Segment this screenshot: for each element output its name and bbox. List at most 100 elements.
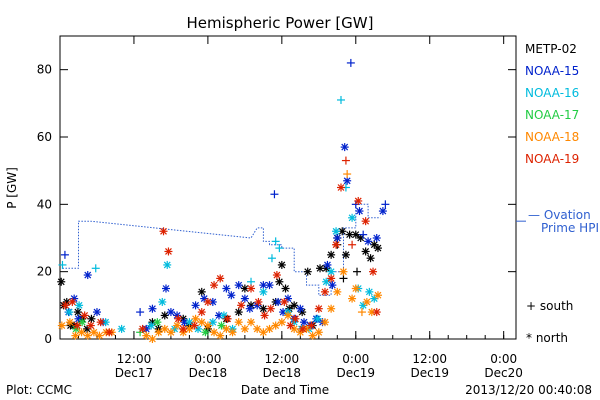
north-point — [332, 227, 341, 236]
south-point — [381, 200, 390, 209]
north-point — [259, 287, 268, 296]
north-point — [166, 328, 175, 337]
north-point — [340, 143, 349, 152]
north-point — [320, 287, 329, 296]
south-point — [60, 250, 69, 259]
north-point — [160, 324, 169, 333]
north-point — [280, 297, 289, 306]
north-point — [343, 176, 352, 185]
north-point — [362, 297, 371, 306]
x-tick-date: Dec19 — [410, 366, 449, 380]
north-point — [333, 234, 342, 242]
north-point — [290, 301, 299, 310]
north-point — [240, 294, 249, 303]
south-point — [339, 274, 348, 283]
x-axis-label: Date and Time — [241, 383, 329, 397]
north-point — [314, 304, 323, 313]
north-point — [163, 260, 172, 269]
north-point — [351, 284, 360, 293]
north-point — [173, 321, 182, 330]
north-point — [95, 331, 104, 340]
north-point — [271, 321, 280, 330]
legend-item: NOAA-15 — [525, 64, 579, 78]
north-point — [348, 213, 357, 222]
south-point — [136, 308, 145, 317]
north-point — [96, 318, 105, 327]
y-axis-label: P [GW] — [5, 167, 19, 209]
south-marker-label: + south — [526, 299, 573, 313]
north-point — [355, 207, 364, 216]
north-point — [222, 324, 231, 333]
north-point — [65, 318, 74, 327]
north-point — [80, 311, 89, 320]
south-point — [58, 260, 67, 269]
north-point — [234, 281, 243, 290]
north-point — [364, 237, 373, 246]
y-tick-label: 80 — [37, 63, 52, 77]
north-point — [147, 321, 156, 330]
north-point — [166, 308, 175, 317]
north-point — [260, 311, 269, 320]
north-point — [281, 284, 290, 293]
north-point — [210, 281, 219, 290]
north-point — [87, 314, 96, 323]
north-point — [57, 321, 66, 330]
north-point — [174, 314, 183, 323]
north-point — [373, 291, 382, 300]
north-point — [197, 287, 206, 296]
north-point — [369, 267, 378, 276]
north-point — [303, 267, 312, 276]
footer-timestamp: 2013/12/20 00:40:08 — [465, 383, 592, 397]
north-point — [286, 321, 295, 330]
north-point — [240, 324, 249, 333]
north-point — [234, 308, 243, 317]
south-point — [346, 58, 355, 67]
north-point — [105, 328, 114, 337]
north-point — [164, 247, 173, 256]
y-tick-label: 60 — [37, 130, 52, 144]
north-point — [191, 314, 200, 323]
north-point — [92, 308, 101, 317]
north-point — [328, 281, 337, 290]
ovation-line — [62, 203, 381, 296]
legend-item: NOAA-19 — [525, 152, 579, 166]
north-point — [266, 304, 275, 313]
north-point — [277, 260, 286, 269]
north-point — [83, 331, 92, 340]
north-point — [217, 321, 226, 330]
north-point — [327, 267, 336, 276]
x-tick-time: 0:00 — [342, 352, 369, 366]
x-tick-date: Dec18 — [263, 366, 302, 380]
south-point — [336, 95, 345, 104]
north-point — [73, 308, 82, 317]
north-point — [159, 227, 168, 236]
y-tick-label: 0 — [44, 332, 52, 346]
south-point — [357, 308, 366, 317]
x-tick-time: 12:00 — [117, 352, 152, 366]
north-point — [259, 328, 268, 337]
north-point — [65, 308, 74, 317]
north-point — [138, 324, 147, 333]
north-point — [323, 260, 332, 269]
north-point — [313, 314, 322, 323]
south-point — [359, 230, 368, 239]
north-point — [148, 304, 157, 313]
north-point — [117, 324, 126, 333]
north-point — [308, 331, 317, 340]
north-point — [142, 331, 151, 340]
north-point — [201, 328, 210, 337]
north-point — [300, 318, 309, 327]
north-point — [161, 284, 170, 293]
north-point — [237, 301, 246, 310]
north-point — [272, 271, 281, 280]
south-point — [91, 264, 100, 273]
north-point — [327, 250, 336, 259]
north-point — [332, 240, 341, 249]
south-point — [271, 237, 280, 246]
north-point — [216, 274, 225, 283]
north-point — [367, 308, 376, 317]
x-tick-date: Dec20 — [484, 366, 523, 380]
south-point — [341, 156, 350, 165]
south-point — [353, 267, 362, 276]
